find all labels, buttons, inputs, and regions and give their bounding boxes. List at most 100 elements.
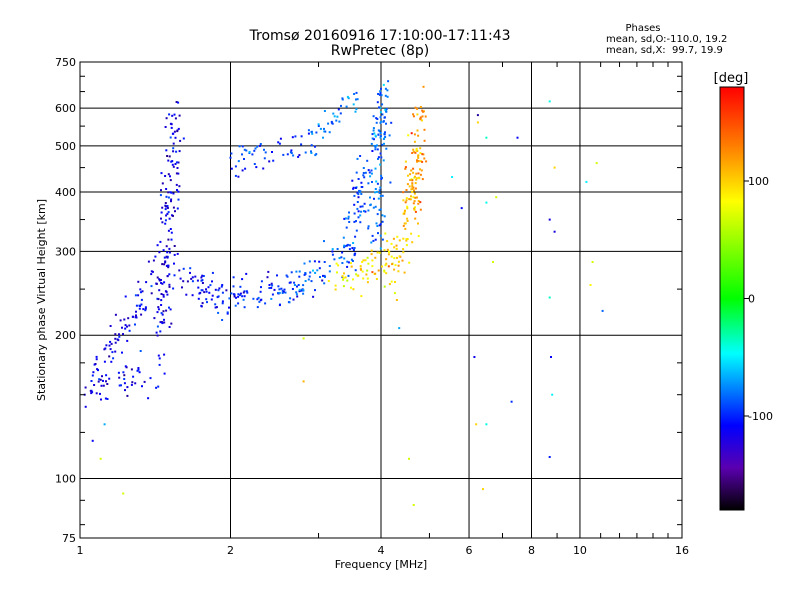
data-point	[374, 167, 377, 170]
data-point	[358, 189, 361, 192]
data-point	[369, 204, 372, 207]
data-point	[376, 148, 379, 151]
data-point	[380, 94, 383, 97]
data-point	[173, 262, 175, 265]
data-point	[157, 308, 160, 311]
data-point	[407, 134, 410, 137]
data-point	[298, 270, 301, 273]
data-point	[355, 273, 358, 276]
data-point	[290, 152, 293, 155]
data-point	[84, 405, 87, 408]
data-point	[342, 278, 345, 281]
data-point	[383, 215, 386, 218]
data-point	[172, 150, 175, 153]
data-point	[92, 371, 95, 374]
data-point	[307, 129, 310, 132]
data-point	[378, 93, 381, 96]
data-point	[411, 182, 414, 185]
data-point	[341, 97, 344, 100]
data-point	[155, 331, 158, 334]
data-point	[209, 284, 212, 287]
data-point	[343, 217, 346, 220]
data-point	[169, 308, 172, 311]
data-point	[387, 253, 390, 256]
data-point	[410, 188, 413, 191]
data-point	[416, 113, 419, 116]
data-point	[380, 87, 382, 90]
data-point	[334, 284, 337, 287]
data-point	[359, 155, 362, 157]
data-point	[595, 162, 598, 165]
data-point	[147, 260, 150, 263]
data-point	[150, 292, 153, 295]
data-point	[237, 160, 240, 163]
data-point	[140, 298, 143, 301]
data-point	[118, 333, 120, 336]
data-point	[422, 153, 425, 156]
data-point	[360, 295, 363, 298]
data-point	[390, 280, 393, 283]
data-point	[322, 274, 324, 277]
data-point	[376, 190, 378, 193]
data-point	[347, 215, 350, 218]
data-point	[191, 276, 194, 279]
data-point	[382, 120, 385, 123]
data-point	[244, 167, 247, 170]
data-point	[89, 389, 92, 392]
data-point	[229, 156, 232, 159]
data-point	[123, 382, 126, 385]
data-point	[351, 179, 354, 182]
data-point	[161, 322, 164, 325]
data-point	[278, 291, 281, 294]
data-point	[221, 300, 224, 303]
data-point	[90, 380, 93, 382]
data-point	[362, 174, 365, 177]
data-point	[118, 384, 121, 387]
data-point	[388, 283, 391, 286]
data-point	[414, 210, 417, 213]
data-point	[189, 267, 192, 270]
data-point	[397, 270, 400, 273]
data-point	[485, 136, 488, 139]
data-point	[108, 377, 111, 380]
data-point	[158, 251, 161, 254]
data-point	[380, 156, 383, 159]
data-point	[288, 281, 291, 284]
data-point	[166, 205, 169, 207]
data-point	[361, 261, 364, 263]
data-point	[241, 145, 244, 148]
data-point	[380, 178, 383, 180]
data-point	[372, 129, 375, 132]
data-point	[323, 282, 326, 285]
colorbar-tick-label: 100	[748, 175, 769, 188]
data-point	[423, 128, 426, 131]
data-point	[117, 339, 120, 342]
data-point	[328, 131, 331, 134]
data-point	[194, 275, 197, 278]
data-point	[176, 189, 178, 191]
data-point	[492, 261, 494, 263]
data-point	[421, 178, 424, 181]
data-point	[266, 276, 269, 279]
data-point	[405, 197, 408, 200]
data-point	[414, 151, 417, 154]
data-point	[167, 211, 170, 214]
data-point	[251, 153, 254, 156]
data-point	[451, 176, 454, 178]
data-point	[379, 132, 382, 134]
data-point	[417, 202, 420, 205]
data-point	[260, 298, 263, 301]
data-point	[371, 137, 374, 140]
data-point	[414, 187, 417, 190]
data-point	[402, 191, 405, 194]
colorbar-tick-label: 0	[748, 293, 755, 306]
data-point	[379, 186, 382, 189]
data-point	[359, 265, 362, 268]
data-point	[421, 160, 424, 163]
data-point	[414, 217, 417, 220]
data-point	[102, 379, 104, 382]
data-point	[217, 289, 220, 292]
data-point	[221, 302, 224, 305]
data-point	[161, 313, 164, 316]
data-point	[389, 181, 392, 184]
